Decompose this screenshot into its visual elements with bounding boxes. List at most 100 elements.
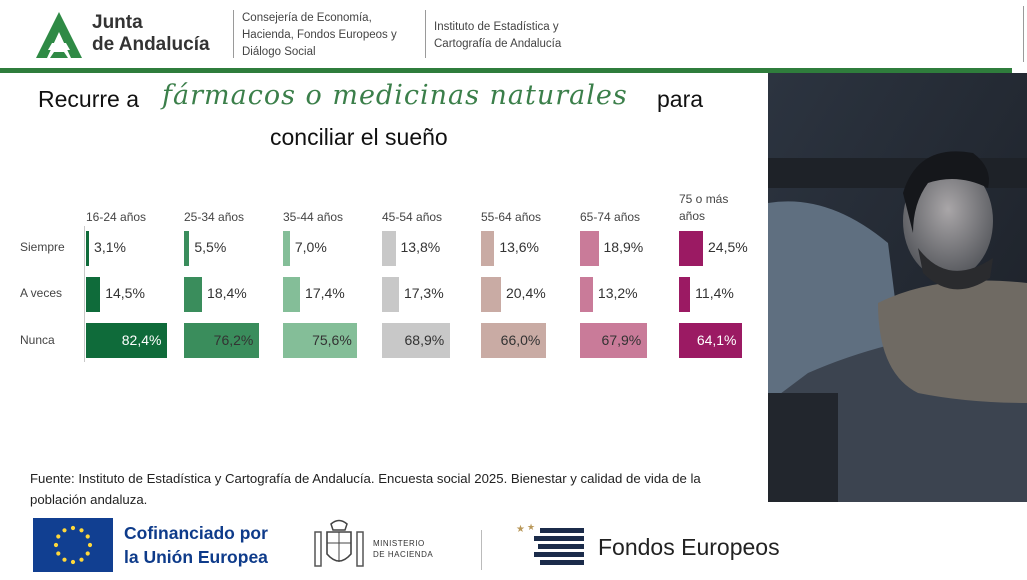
row-label: Siempre: [20, 240, 65, 254]
source-note: Fuente: Instituto de Estadística y Carto…: [30, 471, 701, 507]
bar-a-veces: [679, 277, 691, 312]
bar-nunca: [382, 323, 450, 358]
eu-flag-icon: [33, 518, 113, 572]
photo-man-in-bed: [768, 73, 1027, 502]
junta-andalucia-logo-icon: [36, 12, 82, 58]
bar-a-veces: [481, 277, 501, 312]
eu-cofinancing-label: Cofinanciado por la Unión Europea: [124, 521, 268, 569]
bar-nunca: [580, 323, 647, 358]
fondos-europeos-logo-icon: ★ ★: [516, 523, 584, 565]
bar-a-veces: [184, 277, 203, 312]
ministerio-label: MINISTERIO DE HACIENDA: [373, 538, 433, 560]
eu-star-icon: [79, 528, 84, 533]
eu-star-icon: [85, 551, 90, 556]
bar-a-veces: [580, 277, 593, 312]
consejeria-line-2: Hacienda, Fondos Europeos y: [242, 29, 397, 41]
footer-divider: [481, 530, 482, 570]
data-label: 18,4%: [207, 285, 247, 301]
bar-siempre: [86, 231, 90, 266]
bar-nunca: [283, 323, 358, 358]
eu-star-icon: [70, 525, 76, 531]
bar-a-veces: [86, 277, 101, 312]
data-label: 20,4%: [505, 285, 546, 301]
svg-text:★: ★: [516, 524, 525, 535]
title-part-2: para: [657, 86, 704, 112]
instituto-line-1: Instituto de Estadística y: [434, 21, 559, 33]
instituto-line-2: Cartografía de Andalucía: [434, 38, 562, 50]
chart-axis-line: [84, 226, 85, 362]
bar-a-veces: [382, 277, 399, 312]
logo-line-1: Junta: [92, 12, 143, 33]
data-label: 11,4%: [695, 285, 734, 301]
bar-nunca: [481, 323, 546, 358]
header-divider: [233, 10, 234, 58]
bar-siempre: [184, 231, 190, 266]
header-edge-divider: [1023, 6, 1024, 62]
data-label: 64,1%: [696, 332, 737, 348]
eu-line-2: la Unión Europea: [124, 547, 268, 567]
data-label: 13,2%: [597, 285, 638, 301]
row-label: Nunca: [20, 333, 55, 347]
junta-andalucia-wordmark: Junta de Andalucía: [92, 12, 210, 56]
eu-star-icon: [62, 557, 67, 562]
consejeria-line-3: Diálogo Social: [242, 46, 316, 58]
eu-star-icon: [79, 557, 84, 562]
eu-star-icon: [56, 551, 61, 556]
bar-siempre: [283, 231, 290, 266]
data-label: 7,0%: [294, 239, 327, 255]
column-header: 55-64 años: [481, 210, 542, 224]
ministerio-line-1: MINISTERIO: [373, 539, 425, 548]
data-label: 5,5%: [194, 239, 227, 255]
data-label: 68,9%: [404, 332, 445, 348]
spain-coat-of-arms-icon: [314, 519, 364, 567]
bar-nunca: [86, 323, 167, 358]
consejeria-line-1: Consejería de Economía,: [242, 12, 372, 24]
fondos-europeos-label: Fondos Europeos: [598, 534, 780, 560]
title-part-1: Recurre a: [38, 86, 139, 112]
column-header: 35-44 años: [283, 210, 344, 224]
ministerio-line-2: DE HACIENDA: [373, 550, 434, 559]
data-label: 13,6%: [499, 239, 540, 255]
data-label: 76,2%: [213, 332, 254, 348]
eu-line-1: Cofinanciado por: [124, 523, 268, 543]
bar-siempre: [679, 231, 703, 266]
eu-star-icon: [85, 534, 90, 539]
bar-siempre: [481, 231, 495, 266]
header-divider: [425, 10, 426, 58]
bar-a-veces: [283, 277, 301, 312]
eu-star-icon: [53, 542, 59, 548]
data-label: 17,4%: [305, 285, 345, 301]
eu-star-icon: [70, 559, 76, 565]
bar-siempre: [580, 231, 599, 266]
row-label: A veces: [20, 286, 63, 300]
column-header: 75 o más años: [679, 192, 729, 223]
column-header: 25-34 años: [184, 210, 245, 224]
title-line-2: conciliar el sueño: [270, 124, 448, 150]
bar-siempre: [382, 231, 396, 266]
data-label: 24,5%: [708, 239, 748, 255]
data-label: 13,8%: [400, 239, 441, 255]
eu-star-icon: [87, 542, 93, 548]
column-header: 65-74 años: [580, 210, 641, 224]
eu-star-icon: [62, 528, 67, 533]
consejeria-name: Consejería de Economía, Hacienda, Fondos…: [242, 10, 397, 61]
data-label: 82,4%: [121, 332, 162, 348]
svg-text:★: ★: [527, 523, 535, 533]
title-highlight: fármacos o medicinas naturales: [162, 80, 628, 111]
logo-line-2: de Andalucía: [92, 34, 210, 55]
data-label: 17,3%: [403, 285, 444, 301]
column-header: 45-54 años: [382, 210, 443, 224]
header: Junta de Andalucía Consejería de Economí…: [0, 0, 1027, 68]
bar-nunca: [679, 323, 742, 358]
eu-star-icon: [56, 534, 61, 539]
instituto-name: Instituto de Estadística y Cartografía d…: [434, 19, 561, 53]
data-label: 14,5%: [105, 285, 145, 301]
data-label: 75,6%: [312, 332, 352, 348]
data-label: 18,9%: [603, 239, 644, 255]
header-green-rule: [0, 68, 1012, 73]
bar-nunca: [184, 323, 259, 358]
data-label: 67,9%: [601, 332, 642, 348]
data-label: 66,0%: [500, 332, 541, 348]
data-label: 3,1%: [94, 239, 126, 255]
column-header: 16-24 años: [86, 210, 147, 224]
